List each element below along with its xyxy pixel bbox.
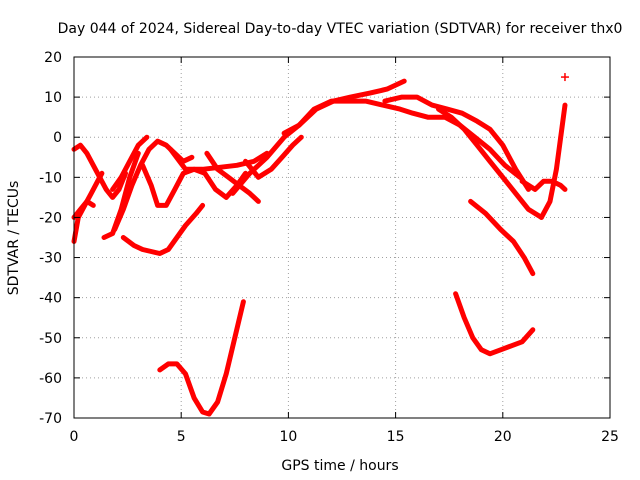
x-tick-label: 10 <box>279 429 297 445</box>
y-tick-label: -40 <box>39 291 62 307</box>
y-tick-label: -60 <box>39 371 62 387</box>
data-point-marker <box>560 73 569 82</box>
chart-title: Day 044 of 2024, Sidereal Day-to-day VTE… <box>58 21 623 37</box>
series-arc-1 <box>71 170 105 244</box>
x-tick-label: 0 <box>70 429 79 445</box>
x-tick-label: 25 <box>601 429 619 445</box>
y-tick-label: -10 <box>39 170 62 186</box>
series-arc-18 <box>519 178 568 192</box>
series-arc-3 <box>71 198 96 220</box>
series-arc-11 <box>243 134 304 180</box>
y-tick-label: 20 <box>44 50 62 66</box>
y-tick-label: -50 <box>39 331 62 347</box>
series-arc-5 <box>110 134 150 192</box>
x-axis-label: GPS time / hours <box>281 458 398 474</box>
series-arc-14 <box>382 94 531 192</box>
series-arc-16 <box>468 198 536 277</box>
axis-ticks: 0 5 10 15 20 25 -70 -60 -50 -40 -30 -20 -10 0 10 20 <box>39 50 619 445</box>
series-arc-20 <box>157 299 246 417</box>
plot-frame <box>73 56 611 419</box>
series-arc-6 <box>120 202 206 256</box>
series-arc-15 <box>436 106 544 220</box>
series-arc-2 <box>71 142 128 200</box>
series-arc-19 <box>538 102 568 220</box>
series-arc-13 <box>281 98 523 180</box>
x-tick-label: 5 <box>177 429 186 445</box>
x-tick-label: 20 <box>494 429 512 445</box>
series-arc-17 <box>453 291 536 357</box>
y-axis-label: SDTVAR / TECUs <box>6 181 22 296</box>
x-tick-label: 15 <box>387 429 405 445</box>
series-arc-10 <box>204 150 261 204</box>
y-tick-label: -30 <box>39 251 62 267</box>
y-tick-label: -70 <box>39 411 62 427</box>
y-tick-label: 10 <box>44 90 62 106</box>
y-tick-label: -20 <box>39 210 62 226</box>
series-layer <box>71 73 569 417</box>
grid-lines <box>74 57 610 418</box>
series-arc-9 <box>168 146 270 172</box>
y-tick-label: 0 <box>53 130 62 146</box>
